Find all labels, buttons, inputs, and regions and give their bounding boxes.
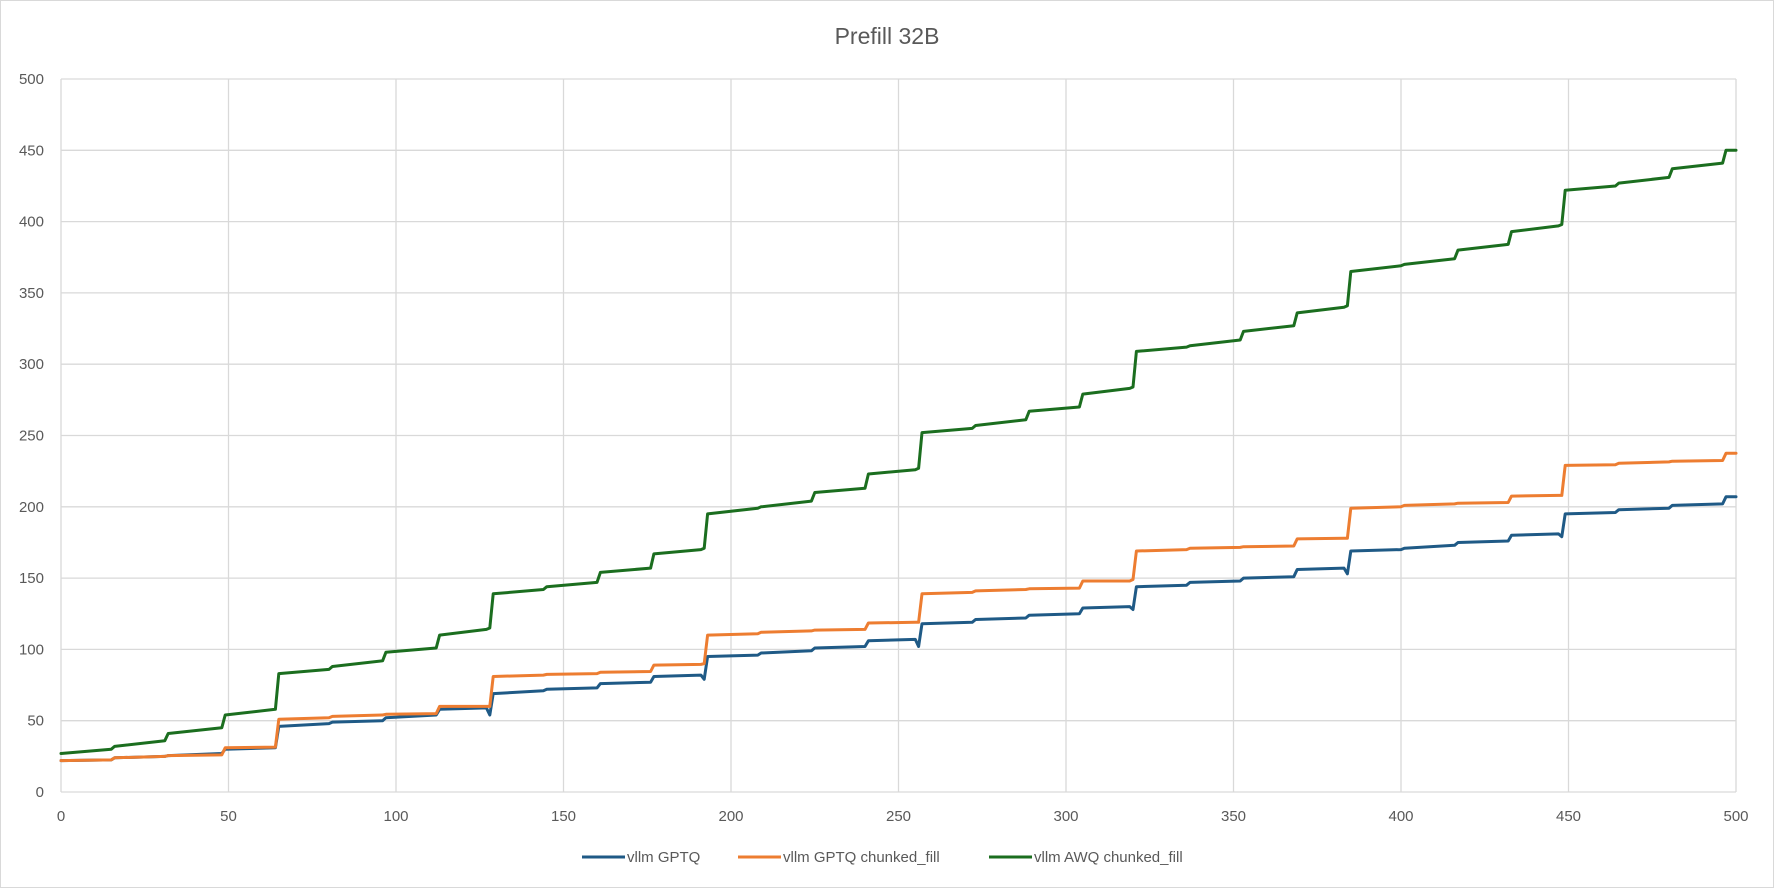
legend-label-1: vllm GPTQ chunked_fill	[783, 849, 940, 866]
grid	[60, 78, 1737, 793]
x-tick-label: 300	[1053, 808, 1078, 825]
y-tick-label: 350	[19, 285, 44, 302]
x-tick-label: 500	[1723, 808, 1748, 825]
legend-label-2: vllm AWQ chunked_fill	[1034, 849, 1183, 866]
legend: vllm GPTQ vllm GPTQ chunked_fill vllm AWQ …	[582, 849, 1183, 866]
x-tick-label: 400	[1388, 808, 1413, 825]
series-line-1	[59, 451, 1738, 763]
chart-title: Prefill 32B	[835, 23, 940, 49]
x-tick-label: 50	[220, 808, 237, 825]
axes: 0 50 100 150 200 250 300 350 400 450 500 0 50 100 150 2…	[19, 71, 1749, 825]
y-tick-label: 400	[19, 214, 44, 231]
legend-label-0: vllm GPTQ	[627, 849, 700, 866]
y-tick-label: 50	[27, 713, 44, 730]
y-tick-label: 150	[19, 570, 44, 587]
x-tick-label: 200	[718, 808, 743, 825]
series-line-2	[59, 148, 1738, 755]
x-tick-label: 100	[383, 808, 408, 825]
y-tick-label: 250	[19, 428, 44, 445]
x-tick-label: 0	[57, 808, 65, 825]
y-tick-label: 0	[36, 784, 44, 801]
y-tick-label: 200	[19, 499, 44, 516]
x-tick-label: 350	[1221, 808, 1246, 825]
y-tick-label: 300	[19, 356, 44, 373]
y-tick-label: 500	[19, 71, 44, 88]
y-tick-label: 450	[19, 142, 44, 159]
x-tick-label: 250	[886, 808, 911, 825]
series-line-0	[59, 495, 1738, 763]
x-tick-label: 450	[1556, 808, 1581, 825]
x-tick-label: 150	[551, 808, 576, 825]
series-lines	[59, 148, 1738, 763]
y-tick-label: 100	[19, 641, 44, 658]
